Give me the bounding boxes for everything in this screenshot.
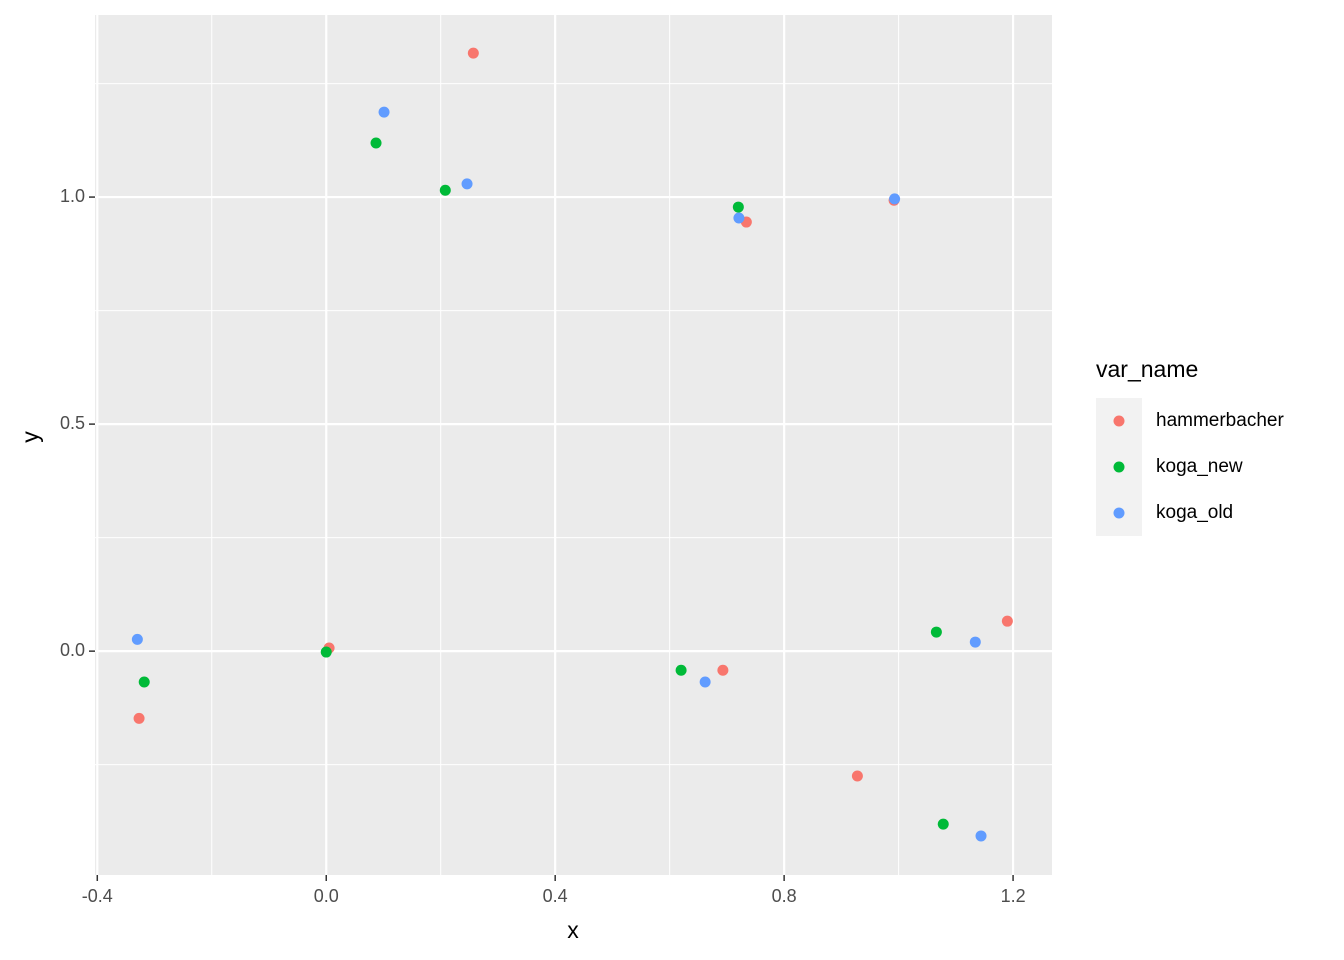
y-tick-label: 1.0 [60, 186, 85, 206]
point [1001, 615, 1013, 627]
plot-panel [95, 15, 1052, 875]
legend-key [1113, 461, 1125, 473]
legend-label: koga_new [1156, 456, 1243, 477]
point [851, 770, 863, 782]
point [378, 106, 390, 118]
x-tick-label: 1.2 [1001, 886, 1026, 906]
point [975, 830, 987, 842]
point [133, 712, 145, 724]
legend-title: var_name [1096, 356, 1198, 382]
point [138, 676, 150, 688]
point [889, 193, 901, 205]
x-tick-label: 0.4 [543, 886, 568, 906]
x-axis-title: x [567, 917, 579, 943]
point [439, 184, 451, 196]
x-tick-label: -0.4 [82, 886, 113, 906]
point [675, 664, 687, 676]
point [930, 626, 942, 638]
legend-key [1113, 507, 1125, 519]
point [320, 646, 332, 658]
legend-label: koga_old [1156, 502, 1233, 523]
x-tick-label: 0.8 [772, 886, 797, 906]
point [937, 818, 949, 830]
point [732, 201, 744, 213]
x-tick-label: 0.0 [314, 886, 339, 906]
point [467, 47, 479, 59]
point [717, 664, 729, 676]
y-axis-title: y [17, 431, 43, 443]
legend-key [1113, 415, 1125, 427]
legend-label: hammerbacher [1156, 410, 1284, 431]
point [733, 212, 745, 224]
point [969, 636, 981, 648]
y-tick-label: 0.5 [60, 413, 85, 433]
point [370, 137, 382, 149]
point [699, 676, 711, 688]
point [131, 633, 143, 645]
y-tick-label: 0.0 [60, 640, 85, 660]
point [461, 178, 473, 190]
